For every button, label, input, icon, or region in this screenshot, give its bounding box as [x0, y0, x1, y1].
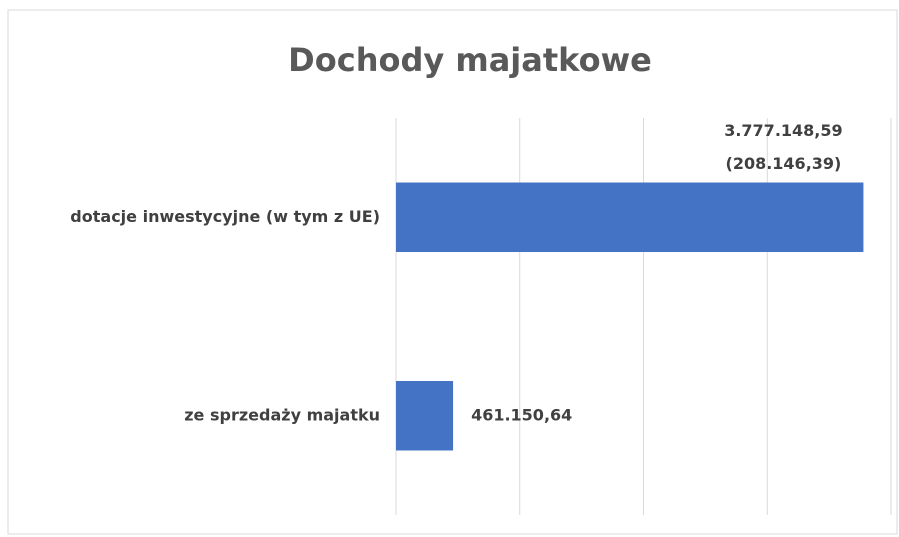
- category-label: dotacje inwestycyjne (w tym z UE): [70, 207, 380, 226]
- category-label: ze sprzedaży majatku: [184, 405, 380, 424]
- value-label: 461.150,64: [471, 405, 572, 424]
- bar: [396, 381, 454, 451]
- sub-label: (208.146,39): [726, 154, 842, 173]
- value-label: 3.777.148,59: [724, 121, 842, 140]
- chart-title: Dochody majatkowe: [288, 41, 652, 79]
- bar: [396, 182, 864, 252]
- chart-frame: [7, 9, 898, 535]
